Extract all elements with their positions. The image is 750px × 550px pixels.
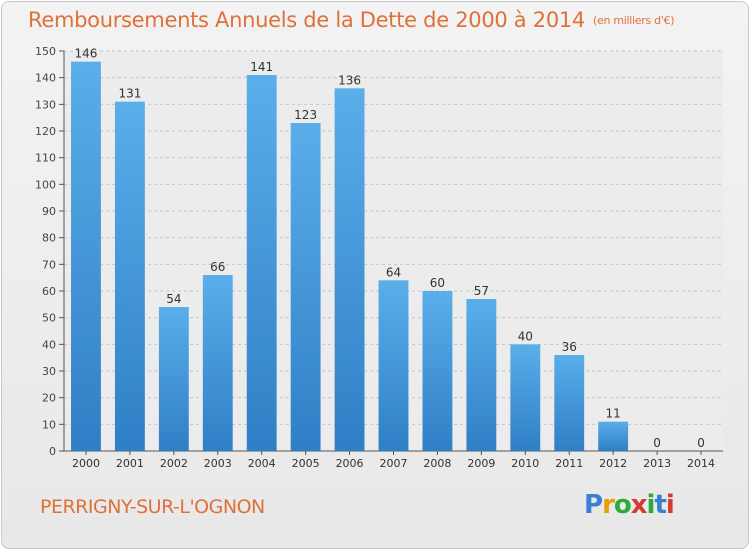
y-tick-label: 90 — [42, 205, 56, 218]
x-tick-label: 2004 — [248, 457, 276, 470]
bar — [510, 344, 541, 451]
bar — [158, 307, 189, 451]
y-tick-label: 110 — [35, 152, 56, 165]
data-label: 0 — [653, 436, 661, 450]
data-label: 64 — [386, 265, 401, 279]
proxiti-logo: Proxiti — [584, 490, 675, 520]
x-tick-label: 2002 — [160, 457, 188, 470]
y-tick-label: 40 — [42, 338, 56, 351]
chart-title-text: Remboursements Annuels de la Dette de 20… — [28, 8, 585, 32]
y-tick-label: 140 — [35, 72, 56, 85]
bar — [290, 123, 321, 451]
data-label: 60 — [430, 276, 445, 290]
y-tick-label: 130 — [35, 98, 56, 111]
x-tick-label: 2010 — [511, 457, 539, 470]
x-tick-label: 2005 — [292, 457, 320, 470]
bar — [554, 355, 585, 451]
data-label: 11 — [606, 407, 621, 421]
x-tick-label: 2007 — [380, 457, 408, 470]
bar — [466, 299, 497, 451]
chart-title: Remboursements Annuels de la Dette de 20… — [28, 8, 674, 32]
bar — [334, 88, 365, 451]
x-tick-label: 2009 — [467, 457, 495, 470]
x-tick-label: 2013 — [643, 457, 671, 470]
x-tick-label: 2001 — [116, 457, 144, 470]
bar — [378, 280, 409, 451]
bar — [246, 75, 277, 451]
data-label: 123 — [294, 108, 317, 122]
x-tick-label: 2012 — [599, 457, 627, 470]
x-tick-label: 2011 — [555, 457, 583, 470]
data-label: 66 — [210, 260, 225, 274]
x-tick-label: 2008 — [423, 457, 451, 470]
x-tick-label: 2000 — [72, 457, 100, 470]
data-label: 57 — [474, 284, 489, 298]
y-tick-label: 150 — [35, 45, 56, 58]
bars — [71, 61, 629, 452]
y-tick-label: 70 — [42, 258, 56, 271]
y-tick-label: 0 — [49, 445, 56, 458]
data-label: 131 — [118, 87, 141, 101]
location-name: PERRIGNY-SUR-L'OGNON — [40, 496, 265, 518]
labels: 146 131 54 66 141 123 136 64 60 57 40 36 11 0 0 — [75, 47, 705, 450]
x-tick-label: 2014 — [687, 457, 715, 470]
y-tick-label: 100 — [35, 178, 56, 191]
bar — [422, 291, 453, 451]
data-label: 36 — [562, 340, 577, 354]
y-tick-label: 60 — [42, 285, 56, 298]
bar — [598, 421, 629, 451]
y-tick-label: 120 — [35, 125, 56, 138]
y-tick-label: 50 — [42, 312, 56, 325]
x-tick-label: 2003 — [204, 457, 232, 470]
y-tick-label: 30 — [42, 365, 56, 378]
chart-title-unit: (en milliers d'€) — [593, 14, 675, 27]
data-label: 136 — [338, 73, 361, 87]
data-label: 141 — [250, 60, 273, 74]
data-label: 146 — [75, 47, 98, 61]
y-tick-label: 80 — [42, 232, 56, 245]
bar — [71, 61, 101, 452]
bar — [114, 101, 145, 452]
y-tick-label: 10 — [42, 418, 56, 431]
data-label: 0 — [697, 436, 705, 450]
data-label: 40 — [518, 329, 533, 343]
bar — [202, 275, 233, 451]
data-label: 54 — [166, 292, 181, 306]
y-tick-label: 20 — [42, 392, 56, 405]
x-tick-label: 2006 — [336, 457, 364, 470]
